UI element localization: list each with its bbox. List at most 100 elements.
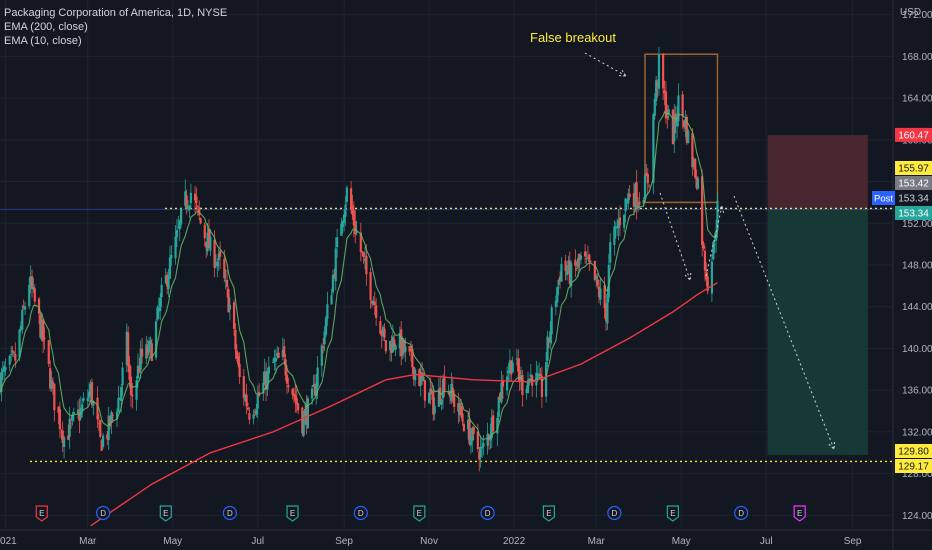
candle-body — [237, 356, 240, 365]
candle-body — [614, 226, 617, 229]
earnings-marker — [35, 505, 48, 522]
position-zones — [0, 134, 893, 455]
candle-body — [107, 415, 110, 441]
candle-body — [32, 287, 35, 290]
candle-body — [716, 200, 719, 231]
candle-body — [539, 374, 542, 377]
candle-body — [437, 388, 440, 407]
candle-body — [462, 423, 466, 432]
candle-body — [188, 205, 191, 210]
candle-body — [71, 414, 74, 421]
x-tick-label: Sep — [335, 536, 353, 547]
symbol-title[interactable]: Packaging Corporation of America, 1D, NY… — [4, 7, 228, 19]
candle-body — [174, 236, 177, 259]
candle-body — [18, 329, 21, 358]
candle-body — [207, 229, 211, 249]
candle-body — [177, 226, 180, 228]
projection-arrows — [584, 52, 836, 451]
candle-body — [305, 406, 308, 425]
candle-body — [694, 159, 697, 178]
candle-body — [145, 344, 148, 359]
candle-body — [156, 307, 159, 320]
candle-body — [529, 374, 532, 377]
false-breakout-box — [644, 53, 719, 204]
candle-body — [128, 364, 131, 380]
candle-body — [310, 388, 314, 399]
event-letter: E — [797, 509, 802, 518]
candle-body — [86, 397, 89, 402]
candle-body — [277, 352, 280, 358]
event-letter: E — [163, 509, 168, 518]
candle-body — [702, 243, 705, 249]
event-letter: D — [227, 509, 233, 518]
candle-body — [564, 260, 567, 272]
candle-body — [135, 380, 138, 400]
candle-body — [316, 367, 319, 387]
candle-body — [584, 251, 587, 257]
candle-body — [30, 276, 34, 289]
time-axis[interactable]: 2021 Mar May Jul Sep Nov 2022 Mar May Jul Sep — [0, 529, 932, 547]
dividend-marker — [95, 505, 111, 521]
ema200-legend[interactable]: EMA (200, close) — [4, 21, 88, 33]
x-tick-label: May — [163, 536, 182, 547]
dividend-marker — [734, 505, 749, 521]
candle-body — [120, 387, 123, 401]
candle-body — [398, 332, 401, 349]
candle-body — [97, 423, 101, 425]
candle-body — [586, 256, 590, 258]
candle-body — [515, 358, 518, 360]
candle-body — [691, 132, 694, 168]
candle-body — [324, 317, 328, 335]
candle-body — [326, 304, 329, 319]
candle-body — [570, 263, 573, 287]
candle-body — [648, 184, 651, 186]
x-tick-label: May — [672, 536, 691, 547]
candle-body — [72, 412, 75, 415]
y-tick-label: 172.00 — [902, 10, 932, 21]
candle-body — [355, 232, 358, 234]
candle-body — [184, 191, 187, 206]
candle-body — [19, 326, 22, 330]
candle-body — [362, 252, 365, 258]
candle-body — [625, 199, 629, 203]
candle-body — [490, 417, 493, 439]
candle-body — [618, 217, 622, 226]
candle-body — [225, 280, 229, 287]
candle-body — [336, 237, 339, 248]
event-letter: E — [546, 509, 551, 518]
dividend-marker — [480, 505, 495, 521]
candle-body — [487, 434, 491, 440]
candle-body — [168, 257, 172, 279]
candle-body — [39, 314, 42, 338]
candle-body — [88, 391, 91, 398]
x-tick-label: Sep — [844, 536, 862, 547]
candle-body — [33, 288, 36, 302]
candle-body — [476, 431, 479, 449]
candle-body — [383, 328, 386, 338]
candle-body — [273, 357, 276, 362]
candle-body — [616, 226, 619, 229]
candle-body — [276, 353, 279, 357]
candle-body — [51, 381, 55, 384]
y-tick-label: 140.00 — [902, 344, 932, 355]
candle-body — [82, 398, 85, 401]
candle-body — [297, 403, 300, 411]
candle-body — [189, 192, 192, 204]
candle-body — [486, 433, 489, 446]
candle-body — [303, 409, 307, 416]
candle-body — [517, 358, 520, 372]
candle-body — [214, 264, 218, 266]
candle-body — [375, 305, 378, 318]
candle-body — [100, 440, 103, 451]
candle-body — [391, 336, 394, 353]
candle-body — [506, 376, 509, 391]
ema10-legend[interactable]: EMA (10, close) — [4, 35, 82, 47]
event-letter: D — [738, 509, 744, 518]
candle-body — [682, 120, 686, 127]
candle-body — [384, 340, 387, 352]
candle-body — [604, 304, 608, 321]
legend: Packaging Corporation of America, 1D, NY… — [4, 6, 227, 48]
price-axis[interactable]: 124.00 128.00 132.00 136.00 140.00 144.00 148.… — [892, 0, 932, 550]
candle-body — [57, 406, 60, 413]
